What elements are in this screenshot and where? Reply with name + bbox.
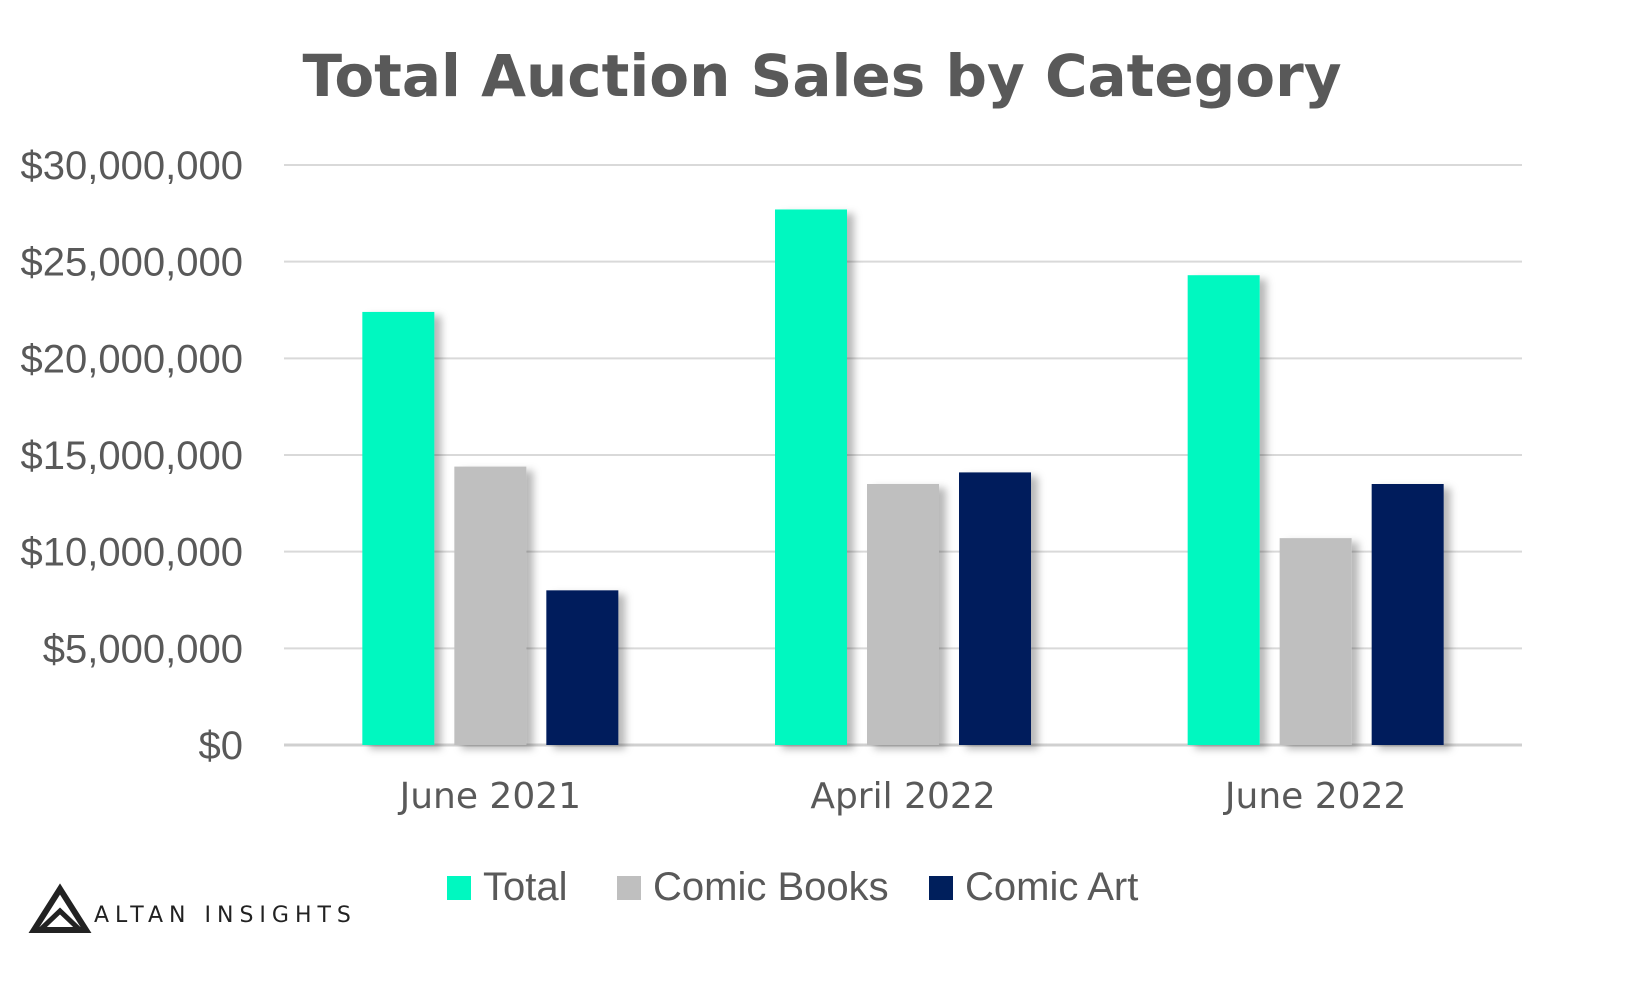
bar-comic-art-1 xyxy=(959,472,1031,745)
y-axis-tick-labels: $0 $5,000,000 $10,000,000 $15,000,000 $20,00… xyxy=(21,144,243,768)
bar-total-0 xyxy=(362,311,435,745)
brand-name: ALTAN INSIGHTS xyxy=(94,903,357,928)
y-tick-label: $5,000,000 xyxy=(43,627,243,671)
y-tick-label: $10,000,000 xyxy=(21,531,243,575)
legend-swatch-total xyxy=(447,876,471,900)
altan-triangle-logo-icon xyxy=(28,883,92,933)
legend-label: Total xyxy=(483,865,568,909)
bar-comic-art-2 xyxy=(1371,484,1444,745)
bar-comic-art-0 xyxy=(546,590,619,745)
bar-comic-books-1 xyxy=(867,484,939,745)
bar-total-2 xyxy=(1187,275,1260,745)
y-tick-label: $25,000,000 xyxy=(21,241,243,285)
legend: Total Comic Books Comic Art xyxy=(447,865,1138,909)
y-tick-label: $20,000,000 xyxy=(21,337,243,381)
bar-total-1 xyxy=(775,209,847,745)
bar-comic-books-2 xyxy=(1279,538,1352,745)
legend-label: Comic Books xyxy=(653,865,889,909)
y-tick-label: $15,000,000 xyxy=(21,434,243,478)
bars xyxy=(362,209,1444,745)
chart-title: Total Auction Sales by Category xyxy=(302,42,1341,110)
x-tick-label: June 2022 xyxy=(1223,776,1406,817)
legend-swatch-comic-art xyxy=(929,876,953,900)
bar-comic-books-0 xyxy=(454,466,527,745)
y-tick-label: $0 xyxy=(199,724,244,768)
x-axis-tick-labels: June 2021 April 2022 June 2022 xyxy=(398,776,1407,817)
y-tick-label: $30,000,000 xyxy=(21,144,243,188)
x-tick-label: June 2021 xyxy=(398,776,581,817)
altan-insights-logo: ALTAN INSIGHTS xyxy=(28,883,357,933)
legend-swatch-comic-books xyxy=(617,876,641,900)
legend-label: Comic Art xyxy=(965,865,1138,909)
x-tick-label: April 2022 xyxy=(810,776,995,817)
